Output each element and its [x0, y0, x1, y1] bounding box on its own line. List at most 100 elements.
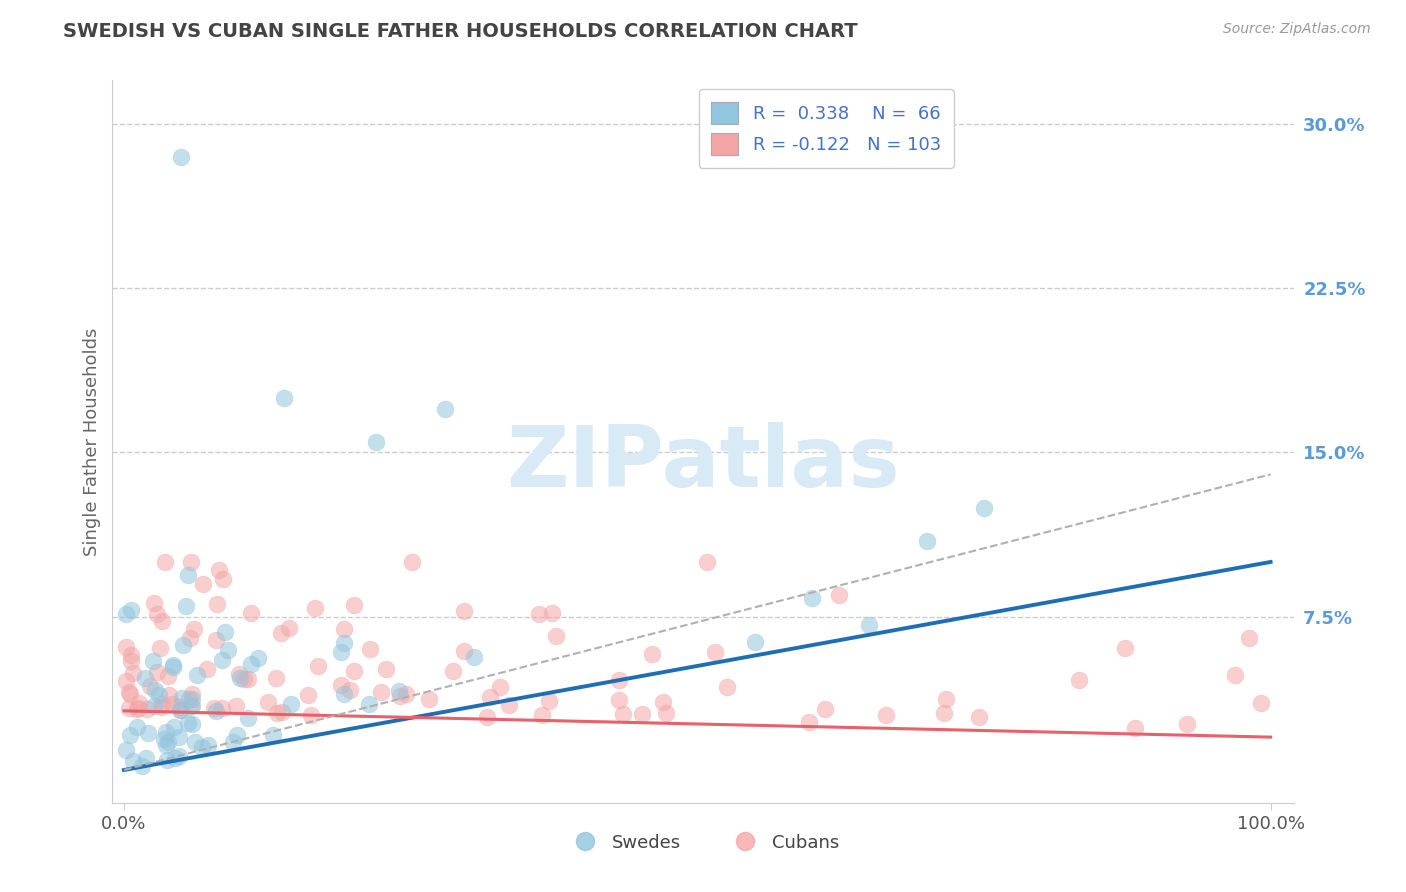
- Point: [395, 687, 418, 701]
- Point: [134, 671, 156, 685]
- Point: [264, 671, 287, 685]
- Point: [120, 654, 142, 668]
- Point: [142, 698, 165, 713]
- Point: [120, 728, 142, 742]
- Point: [180, 555, 202, 569]
- Point: [179, 691, 201, 706]
- Point: [197, 738, 219, 752]
- Point: [125, 720, 148, 734]
- Point: [703, 645, 725, 659]
- Point: [1067, 673, 1090, 687]
- Point: [225, 699, 247, 714]
- Text: Source: ZipAtlas.com: Source: ZipAtlas.com: [1223, 22, 1371, 37]
- Point: [441, 664, 464, 678]
- Point: [170, 702, 193, 716]
- Point: [177, 568, 200, 582]
- Point: [167, 730, 190, 744]
- Point: [191, 740, 214, 755]
- Point: [142, 655, 165, 669]
- Point: [744, 634, 766, 648]
- Point: [170, 690, 193, 705]
- Point: [205, 597, 228, 611]
- Point: [488, 681, 510, 695]
- Point: [157, 669, 180, 683]
- Point: [696, 555, 718, 569]
- Point: [142, 596, 165, 610]
- Point: [716, 681, 738, 695]
- Point: [401, 555, 423, 569]
- Point: [366, 434, 388, 449]
- Point: [527, 607, 550, 622]
- Point: [135, 751, 157, 765]
- Point: [167, 749, 190, 764]
- Point: [973, 500, 995, 515]
- Point: [148, 688, 170, 702]
- Point: [167, 700, 190, 714]
- Point: [967, 710, 990, 724]
- Point: [162, 657, 184, 672]
- Point: [121, 754, 143, 768]
- Point: [256, 696, 278, 710]
- Point: [299, 707, 322, 722]
- Point: [191, 577, 214, 591]
- Point: [169, 703, 191, 717]
- Point: [146, 665, 169, 680]
- Point: [170, 150, 193, 164]
- Point: [607, 673, 630, 688]
- Point: [156, 735, 179, 749]
- Point: [228, 666, 250, 681]
- Point: [1125, 721, 1147, 735]
- Point: [155, 555, 177, 569]
- Point: [530, 708, 553, 723]
- Point: [139, 680, 162, 694]
- Point: [359, 642, 381, 657]
- Y-axis label: Single Father Households: Single Father Households: [83, 327, 101, 556]
- Point: [631, 707, 654, 722]
- Point: [240, 657, 263, 672]
- Point: [160, 697, 183, 711]
- Point: [236, 673, 259, 687]
- Point: [163, 750, 186, 764]
- Point: [479, 690, 502, 704]
- Point: [174, 599, 197, 613]
- Point: [115, 607, 138, 621]
- Point: [273, 391, 295, 405]
- Point: [120, 603, 142, 617]
- Point: [236, 711, 259, 725]
- Point: [157, 689, 180, 703]
- Point: [143, 683, 166, 698]
- Point: [208, 563, 231, 577]
- Point: [180, 699, 202, 714]
- Point: [544, 629, 567, 643]
- Point: [172, 638, 194, 652]
- Legend: Swedes, Cubans: Swedes, Cubans: [560, 826, 846, 859]
- Point: [1223, 668, 1246, 682]
- Point: [333, 636, 356, 650]
- Point: [211, 700, 233, 714]
- Point: [915, 533, 938, 548]
- Point: [934, 706, 956, 720]
- Point: [205, 704, 228, 718]
- Point: [183, 622, 205, 636]
- Point: [935, 691, 957, 706]
- Point: [388, 683, 411, 698]
- Point: [271, 706, 294, 720]
- Point: [163, 720, 186, 734]
- Point: [800, 591, 823, 606]
- Point: [652, 695, 675, 709]
- Point: [339, 682, 361, 697]
- Point: [128, 696, 150, 710]
- Point: [247, 651, 270, 665]
- Point: [797, 714, 820, 729]
- Point: [418, 691, 440, 706]
- Point: [266, 706, 288, 720]
- Point: [131, 759, 153, 773]
- Point: [477, 709, 499, 723]
- Point: [463, 650, 485, 665]
- Point: [304, 601, 326, 615]
- Point: [641, 647, 664, 661]
- Point: [115, 743, 138, 757]
- Point: [184, 735, 207, 749]
- Point: [120, 648, 142, 663]
- Point: [329, 678, 352, 692]
